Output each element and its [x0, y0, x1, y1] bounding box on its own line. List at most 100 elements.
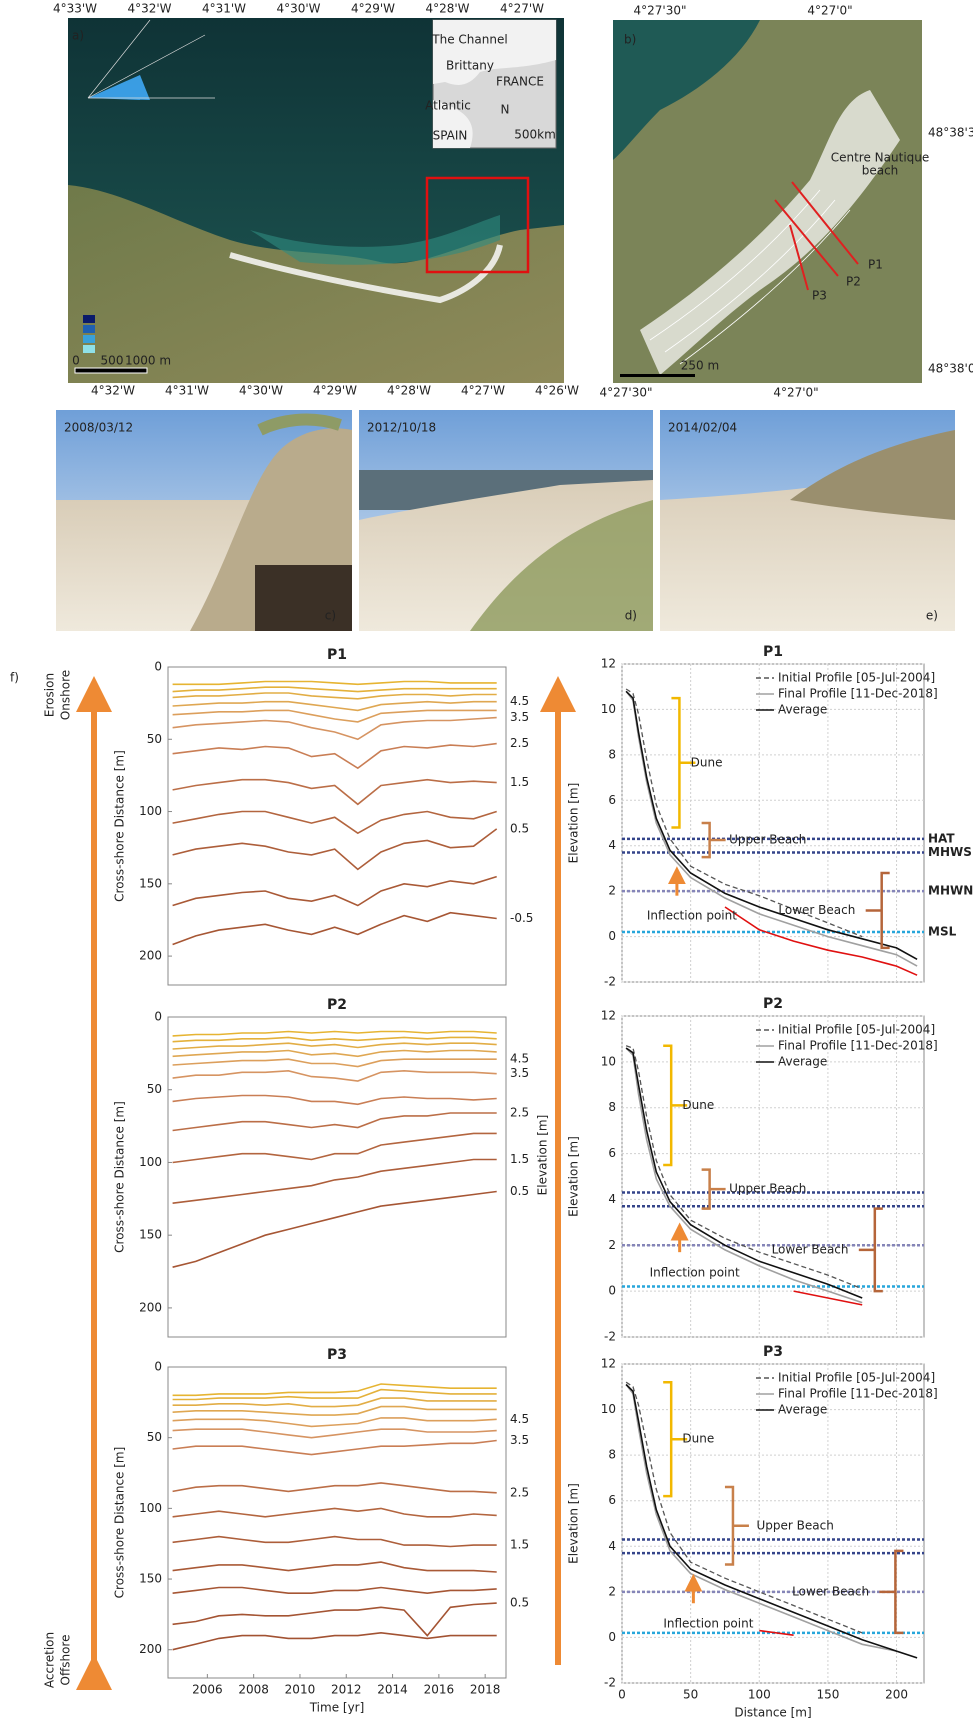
annotation: Inflection point: [663, 1616, 753, 1630]
series-line: [625, 688, 863, 938]
line-label: 0.5: [510, 1184, 529, 1198]
profile-label: P3: [812, 289, 827, 303]
profile-label: P1: [868, 258, 883, 272]
lon-label: 4°27'W: [500, 2, 544, 16]
bracket: [663, 1380, 688, 1498]
level-label: HAT: [928, 831, 955, 845]
plot-area: [621, 1015, 925, 1338]
x-tick-label: 2016: [424, 1683, 455, 1697]
y-tick-label: 4: [608, 1539, 616, 1553]
y-tick-label: -2: [604, 1330, 616, 1344]
line-label: 0.5: [510, 1596, 529, 1610]
lat-label: 48°38'30": [928, 126, 973, 140]
inset-sea: [433, 100, 473, 148]
line-label: 1.5: [510, 775, 529, 789]
y-tick-label: 200: [139, 949, 162, 963]
contours: [649, 189, 851, 365]
series-line: [172, 1561, 497, 1573]
annotation: Dune: [682, 1098, 714, 1112]
chart-title: P3: [763, 1344, 783, 1360]
line-label: 1.5: [510, 1538, 529, 1552]
y-tick-label: 100: [139, 804, 162, 818]
photo-label: d): [625, 609, 637, 623]
chart-title: P1: [327, 647, 347, 663]
plot-area: [167, 666, 507, 986]
wind-rose-grid: [87, 19, 215, 99]
lon-label: 4°27'30": [600, 386, 653, 400]
inset-label: Brittany: [446, 59, 494, 73]
series-line: [172, 828, 498, 871]
series-line: [172, 1158, 497, 1204]
inset-label: SPAIN: [433, 129, 468, 143]
y-tick-label: 150: [139, 876, 162, 890]
plot-area: [167, 1366, 507, 1679]
series-line: [172, 1602, 497, 1637]
series-line: [172, 911, 497, 946]
scale-label: 500: [101, 354, 124, 368]
series-line: [625, 1047, 863, 1304]
series-line: [172, 700, 497, 712]
series-line: [172, 1428, 497, 1439]
legend-swatch: [83, 315, 95, 323]
line-label: 3.5: [510, 1066, 529, 1080]
profile-line: [774, 199, 839, 277]
y-tick-label: 200: [139, 1642, 162, 1656]
inset-label: FRANCE: [496, 75, 544, 89]
lon-label: 4°29'W: [313, 384, 357, 398]
series-line: [625, 1384, 897, 1652]
x-tick-label: 2012: [331, 1683, 362, 1697]
inset-label: 500km: [514, 128, 556, 142]
lon-label: 4°32'W: [91, 384, 135, 398]
lon-label: 4°31'W: [202, 2, 246, 16]
land: [68, 185, 564, 383]
series-line: [724, 906, 918, 976]
y-tick-label: 0: [154, 1360, 162, 1374]
lon-label: 4°29'W: [351, 2, 395, 16]
y-tick-label: 8: [608, 1448, 616, 1462]
chart-title: P1: [763, 644, 783, 660]
annotation: Inflection point: [647, 909, 737, 923]
side-label: Accretion: [43, 1632, 57, 1688]
profile-line: [791, 181, 859, 265]
photo-date: 2012/10/18: [367, 421, 436, 435]
photo-label: e): [926, 609, 938, 623]
legend-swatch: [83, 325, 95, 333]
photo-date: 2008/03/12: [64, 421, 133, 435]
line-label: 3.5: [510, 1433, 529, 1447]
scale-label: 250 m: [681, 359, 719, 373]
x-axis-label: Distance [m]: [734, 1706, 811, 1720]
x-tick-label: 2008: [238, 1683, 269, 1697]
y-tick-label: 10: [601, 1054, 616, 1068]
series-line: [172, 1482, 497, 1494]
series-line: [172, 716, 497, 741]
photo-c: [56, 410, 352, 631]
lon-label: 4°27'0": [807, 4, 852, 18]
series-line: [172, 692, 497, 700]
y-tick-label: 2: [608, 884, 616, 898]
series-line: [172, 680, 497, 686]
lon-label: 4°28'W: [425, 2, 469, 16]
beach-label: beach: [862, 164, 899, 178]
x-tick-label: 2014: [377, 1683, 408, 1697]
bracket: [701, 821, 726, 859]
scale-bar: [620, 374, 695, 377]
x-tick-label: 2018: [470, 1683, 501, 1697]
lon-label: 4°31'W: [165, 384, 209, 398]
series-line: [172, 1388, 497, 1401]
y-tick-label: 50: [147, 1430, 162, 1444]
annotation: Upper Beach: [757, 1518, 834, 1532]
x-tick-label: 2010: [285, 1683, 316, 1697]
x-tick-label: 100: [748, 1688, 771, 1702]
inset-label: Atlantic: [425, 99, 471, 113]
lat-label: 48°38'0": [928, 362, 973, 376]
series-line: [172, 1030, 497, 1037]
series-line: [172, 1094, 497, 1106]
line-label: -0.5: [510, 911, 533, 925]
series-line: [793, 1290, 863, 1306]
beach-b: [640, 90, 900, 375]
series-line: [172, 810, 497, 835]
side-label: Onshore: [59, 670, 73, 720]
y-tick-label: 6: [608, 1493, 616, 1507]
y-tick-label: 50: [147, 732, 162, 746]
